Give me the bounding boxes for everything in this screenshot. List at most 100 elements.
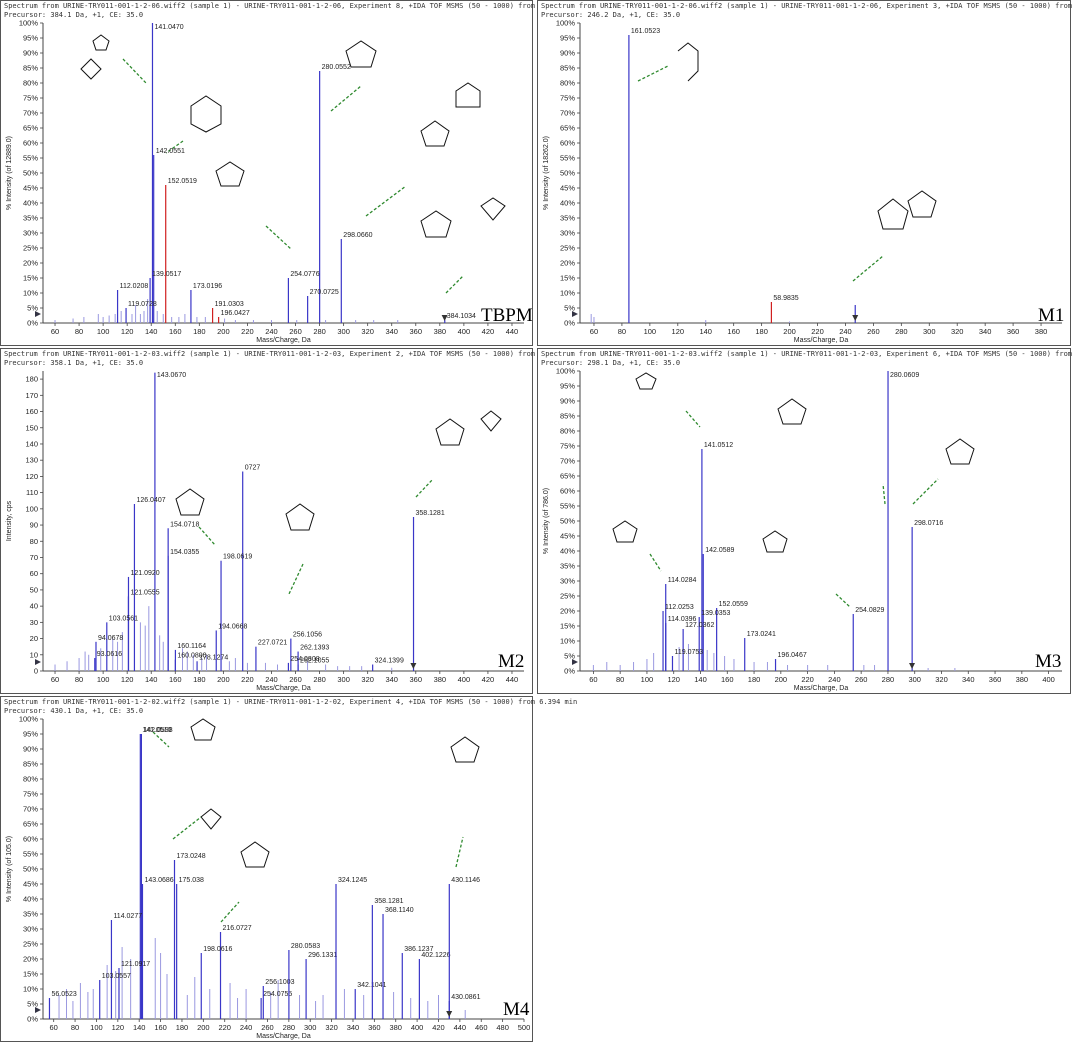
peak-label: 103.0561: [109, 615, 138, 622]
y-tick-label: 150: [25, 423, 38, 432]
structure-ring: [92, 34, 110, 51]
peak-label: 296.1331: [308, 952, 337, 959]
peak-label: 358.1281: [374, 898, 403, 905]
spectrum-panel-m1: Spectrum from URINE-TRY011-001-1-2-06.wi…: [537, 0, 1072, 346]
y-tick-label: 55%: [560, 502, 575, 511]
structure-ring: [435, 418, 465, 446]
structure-ring: [612, 520, 638, 543]
y-tick-label: 10%: [560, 289, 575, 298]
structure-ring: [450, 736, 480, 763]
structure-ring: [420, 210, 452, 238]
x-tick-label: 480: [496, 1023, 509, 1032]
x-tick-label: 380: [1035, 327, 1048, 336]
y-tick-label: 40%: [23, 199, 38, 208]
x-tick-label: 260: [855, 675, 868, 684]
peak-label: 254.0829: [855, 607, 884, 614]
y-tick-label: 60%: [23, 835, 38, 844]
peak-label: 114.0277: [113, 913, 142, 920]
y-tick-label: 60: [30, 569, 38, 578]
y-tick-label: 0%: [27, 1015, 38, 1024]
x-tick-label: 300: [337, 675, 350, 684]
plot-area: 0% 5% 10% 15% 20% 25% 30% 35% 40% 45% 50% 55% 60% 65%…: [6, 19, 524, 344]
y-tick-label: 65%: [23, 820, 38, 829]
structure-drawings: [677, 42, 937, 230]
peak-label: 175.038: [179, 877, 204, 884]
x-tick-label: 140: [699, 327, 712, 336]
y-tick-label: 95%: [23, 730, 38, 739]
fragment-arrow: [455, 836, 464, 868]
fragment-arrow: [365, 185, 407, 217]
fragment-arrow: [445, 275, 464, 294]
y-tick-label: 90%: [560, 49, 575, 58]
peak-label: 368.1140: [385, 907, 414, 914]
baseline-arrow-icon: [35, 311, 41, 317]
fragment-arrow: [288, 563, 304, 595]
peak-label: 112.0208: [120, 283, 149, 290]
y-tick-label: 100%: [19, 19, 39, 28]
x-tick-label: 220: [218, 1023, 231, 1032]
y-tick-label: 5%: [27, 1000, 38, 1009]
peak-label: 191.0303: [215, 301, 244, 308]
y-tick-label: 25%: [560, 592, 575, 601]
x-tick-label: 300: [304, 1023, 317, 1032]
structure-ring: [240, 841, 270, 868]
y-tick-label: 70%: [23, 109, 38, 118]
plot-area: 0% 5% 10% 15% 20% 25% 30% 35% 40% 45% 50% 55% 60% 65%…: [543, 367, 1062, 692]
precursor-marker-icon: [446, 1011, 453, 1017]
y-tick-label: 160: [25, 407, 38, 416]
y-tick-label: 70%: [23, 805, 38, 814]
y-tick-label: 15%: [23, 970, 38, 979]
y-tick-label: 45%: [23, 880, 38, 889]
y-tick-label: 35%: [23, 910, 38, 919]
y-tick-label: 15%: [560, 274, 575, 283]
x-tick-label: 220: [801, 675, 814, 684]
precursor-text: Precursor: 246.2 Da, +1, CE: 35.0: [541, 11, 681, 19]
peak-label: 430.1146: [451, 877, 480, 884]
y-tick-label: 60%: [560, 139, 575, 148]
panel-header: Spectrum from URINE-TRY011-001-1-2-02.wi…: [4, 698, 577, 716]
spectrum-source-text: Spectrum from URINE-TRY011-001-1-2-02.wi…: [4, 698, 578, 706]
y-axis-label: % Intensity (of 786.0): [543, 488, 550, 554]
spectrum-panel-m4: Spectrum from URINE-TRY011-001-1-2-02.wi…: [0, 696, 577, 1042]
y-tick-label: 75%: [23, 790, 38, 799]
peak-label: 254.0755: [263, 991, 292, 998]
structure-ring: [80, 58, 102, 80]
baseline-arrow-icon: [572, 311, 578, 317]
x-tick-label: 100: [641, 675, 654, 684]
y-tick-label: 95%: [560, 34, 575, 43]
y-tick-label: 5%: [27, 304, 38, 313]
structure-ring: [907, 190, 937, 218]
fragment-arrow: [649, 553, 662, 572]
spectrum-source-text: Spectrum from URINE-TRY011-001-1-2-03.wi…: [4, 350, 578, 358]
spectrum-chart: 0% 5% 10% 15% 20% 25% 30% 35% 40% 45% 50% 55% 60% 65%…: [543, 367, 1062, 692]
peak-label: 270.0725: [310, 289, 339, 296]
x-tick-label: 320: [951, 327, 964, 336]
x-tick-label: 340: [979, 327, 992, 336]
dashed-arrows: [649, 410, 939, 608]
x-tick-label: 320: [935, 675, 948, 684]
fragment-arrow: [685, 410, 701, 428]
y-tick-label: 65%: [23, 124, 38, 133]
y-tick-label: 90%: [23, 49, 38, 58]
peak-label: 143.0670: [157, 372, 186, 379]
y-tick-label: 70%: [560, 109, 575, 118]
peak-label: 262.1393: [300, 645, 329, 652]
x-tick-label: 120: [672, 327, 685, 336]
y-tick-label: 35%: [560, 562, 575, 571]
x-tick-label: 80: [618, 327, 626, 336]
peak-label: 154.0355: [170, 549, 199, 556]
y-tick-label: 15%: [23, 274, 38, 283]
x-tick-label: 360: [410, 675, 423, 684]
y-tick-label: 50%: [560, 517, 575, 526]
x-tick-label: 440: [506, 327, 519, 336]
y-tick-label: 35%: [23, 214, 38, 223]
x-tick-label: 280: [882, 675, 895, 684]
peak-label: 198.0619: [223, 554, 252, 561]
y-tick-label: 110: [26, 488, 38, 497]
precursor-marker-icon: [441, 315, 448, 321]
y-tick-label: 55%: [560, 154, 575, 163]
y-tick-label: 25%: [23, 940, 38, 949]
x-tick-label: 120: [121, 327, 134, 336]
y-tick-label: 85%: [23, 64, 38, 73]
y-tick-label: 80: [30, 537, 38, 546]
